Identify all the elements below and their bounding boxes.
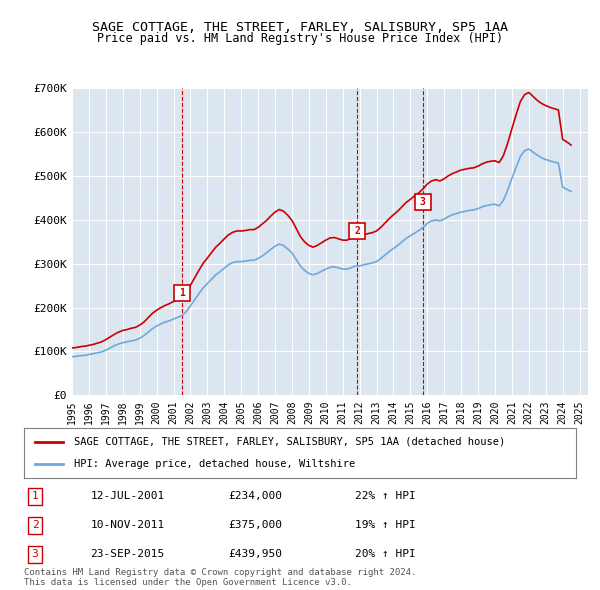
Text: 23-SEP-2015: 23-SEP-2015: [90, 549, 164, 559]
Text: 22% ↑ HPI: 22% ↑ HPI: [355, 491, 416, 502]
Text: £439,950: £439,950: [228, 549, 282, 559]
Text: 19% ↑ HPI: 19% ↑ HPI: [355, 520, 416, 530]
Text: SAGE COTTAGE, THE STREET, FARLEY, SALISBURY, SP5 1AA: SAGE COTTAGE, THE STREET, FARLEY, SALISB…: [92, 21, 508, 34]
Text: 2: 2: [32, 520, 38, 530]
Text: Price paid vs. HM Land Registry's House Price Index (HPI): Price paid vs. HM Land Registry's House …: [97, 32, 503, 45]
Text: £234,000: £234,000: [228, 491, 282, 502]
Text: 10-NOV-2011: 10-NOV-2011: [90, 520, 164, 530]
Text: 12-JUL-2001: 12-JUL-2001: [90, 491, 164, 502]
Text: 2: 2: [355, 226, 360, 236]
Text: 1: 1: [179, 288, 185, 298]
Text: 1: 1: [32, 491, 38, 502]
Text: Contains HM Land Registry data © Crown copyright and database right 2024.
This d: Contains HM Land Registry data © Crown c…: [24, 568, 416, 587]
Text: 3: 3: [420, 198, 425, 208]
Text: 20% ↑ HPI: 20% ↑ HPI: [355, 549, 416, 559]
Text: HPI: Average price, detached house, Wiltshire: HPI: Average price, detached house, Wilt…: [74, 459, 355, 469]
Text: 3: 3: [32, 549, 38, 559]
Text: SAGE COTTAGE, THE STREET, FARLEY, SALISBURY, SP5 1AA (detached house): SAGE COTTAGE, THE STREET, FARLEY, SALISB…: [74, 437, 505, 447]
Text: £375,000: £375,000: [228, 520, 282, 530]
